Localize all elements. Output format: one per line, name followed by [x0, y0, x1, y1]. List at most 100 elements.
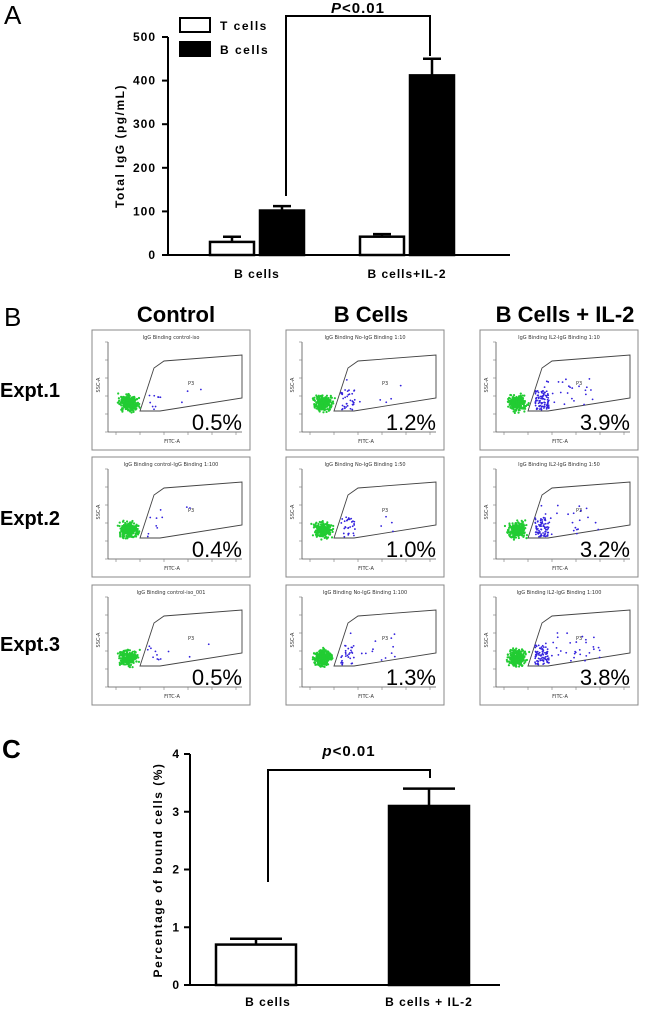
- flow-event-negative: [327, 529, 330, 532]
- flow-event-negative: [329, 400, 332, 403]
- flow-event-negative: [508, 661, 511, 665]
- flow-event-negative: [318, 409, 321, 412]
- flow-event-negative: [133, 397, 136, 401]
- flow-event-positive: [557, 653, 560, 656]
- flow-event-positive: [341, 518, 344, 520]
- flow-event-negative: [507, 656, 511, 659]
- flow-event-positive: [541, 519, 544, 521]
- flow-event-positive: [379, 399, 382, 401]
- flow-event-negative: [129, 521, 132, 524]
- flow-plot-events: [116, 388, 202, 414]
- flow-event-positive: [347, 533, 350, 536]
- flow-event-positive: [569, 386, 571, 389]
- flow-event-positive: [542, 659, 545, 662]
- flow-plot-y-label: SSC-A: [96, 632, 102, 648]
- flow-event-negative: [137, 524, 140, 528]
- panel-c-significance-label: p<0.01: [321, 743, 375, 760]
- flow-event-positive: [546, 655, 548, 658]
- flow-gate-label: P3: [382, 381, 388, 387]
- flow-event-positive: [556, 512, 558, 515]
- flow-event-positive: [348, 518, 351, 521]
- flow-plot-x-label: FITC-A: [164, 694, 180, 700]
- flow-event-negative: [330, 405, 333, 408]
- flow-event-negative: [116, 524, 119, 527]
- flow-event-negative: [130, 411, 133, 414]
- flow-event-positive: [584, 638, 587, 641]
- flow-event-negative: [507, 664, 511, 667]
- flow-event-negative: [508, 524, 512, 527]
- flow-event-positive: [538, 401, 541, 404]
- flow-event-negative: [510, 526, 514, 529]
- flow-event-negative: [517, 411, 520, 414]
- flow-event-negative: [506, 653, 509, 656]
- flow-event-negative: [121, 655, 124, 658]
- flow-event-positive: [154, 405, 157, 408]
- flow-event-positive: [543, 391, 546, 394]
- flow-event-positive: [541, 395, 544, 397]
- flow-event-negative: [515, 400, 518, 403]
- flow-event-negative: [134, 651, 137, 654]
- flow-event-negative: [509, 401, 512, 404]
- flow-event-negative: [326, 651, 329, 654]
- flow-event-positive: [344, 396, 347, 399]
- flow-event-positive: [150, 647, 152, 650]
- flow-event-positive: [539, 404, 542, 407]
- flow-event-positive: [571, 387, 574, 389]
- flow-event-negative: [524, 526, 527, 530]
- flow-event-negative: [321, 523, 324, 526]
- flow-event-negative: [508, 526, 511, 529]
- flow-event-negative: [322, 400, 325, 404]
- flow-event-negative: [503, 524, 507, 528]
- flow-event-positive: [575, 528, 578, 531]
- flow-event-positive: [550, 654, 553, 657]
- flow-event-negative: [320, 538, 323, 541]
- flow-event-positive: [570, 659, 572, 662]
- panel-c-x-tick-b-cells-il2: B cells + IL-2: [385, 995, 473, 1009]
- flow-event-positive: [540, 646, 543, 649]
- flow-plot-events: [311, 379, 402, 414]
- flow-event-negative: [123, 526, 126, 529]
- flow-event-negative: [522, 528, 525, 531]
- panel-a-significance-bracket: [285, 15, 431, 196]
- flow-event-negative: [126, 523, 130, 526]
- panel-a-significance-label: P<0.01: [331, 0, 385, 17]
- flow-event-positive: [348, 653, 350, 656]
- flow-plot-title: IgG Binding No-IgG Binding 1:10: [324, 335, 405, 341]
- flow-event-positive: [547, 531, 550, 534]
- flow-event-negative: [510, 656, 513, 659]
- flow-event-positive: [348, 389, 350, 392]
- flow-event-negative: [324, 526, 327, 529]
- flow-event-negative: [512, 401, 515, 405]
- flow-event-negative: [505, 658, 508, 662]
- flow-event-positive: [358, 400, 361, 403]
- flow-event-positive: [572, 512, 575, 515]
- flow-event-negative: [521, 399, 525, 402]
- flow-plot-r2-c1: IgG Binding control-IgG Binding 1:100 SSC…: [91, 456, 251, 578]
- flow-event-negative: [329, 653, 332, 656]
- flow-event-negative: [132, 522, 135, 525]
- flow-event-negative: [316, 397, 319, 401]
- flow-event-negative: [509, 648, 512, 652]
- flow-event-negative: [526, 403, 529, 406]
- panel-a-bar-b-cells-1: [408, 74, 456, 257]
- flow-plot-x-label: FITC-A: [164, 566, 180, 572]
- flow-event-positive: [538, 529, 540, 532]
- legend-swatch-t-cells: [179, 17, 211, 33]
- flow-event-negative: [124, 524, 127, 527]
- panel-a-y-ticks: 0 100 200 300 400 500: [133, 30, 168, 262]
- panel-a-y-tick-label: 300: [133, 117, 156, 131]
- panel-a-x-tick-b-cells-il2: B cells+IL-2: [367, 267, 446, 281]
- flow-event-positive: [349, 407, 352, 410]
- flow-event-positive: [539, 523, 542, 526]
- flow-event-negative: [117, 392, 120, 395]
- flow-event-negative: [314, 530, 317, 533]
- flow-event-negative: [135, 402, 138, 405]
- panel-a-y-tick-label: 400: [133, 74, 156, 88]
- panel-c-significance-bracket: [267, 769, 431, 882]
- flow-event-negative: [121, 530, 125, 533]
- flow-event-negative: [132, 525, 135, 529]
- panel-b: B Control B Cells B Cells + IL-2 Expt.1 …: [0, 302, 639, 706]
- flow-event-positive: [351, 652, 354, 654]
- flow-event-negative: [514, 398, 517, 401]
- flow-plot-frame: [91, 584, 251, 706]
